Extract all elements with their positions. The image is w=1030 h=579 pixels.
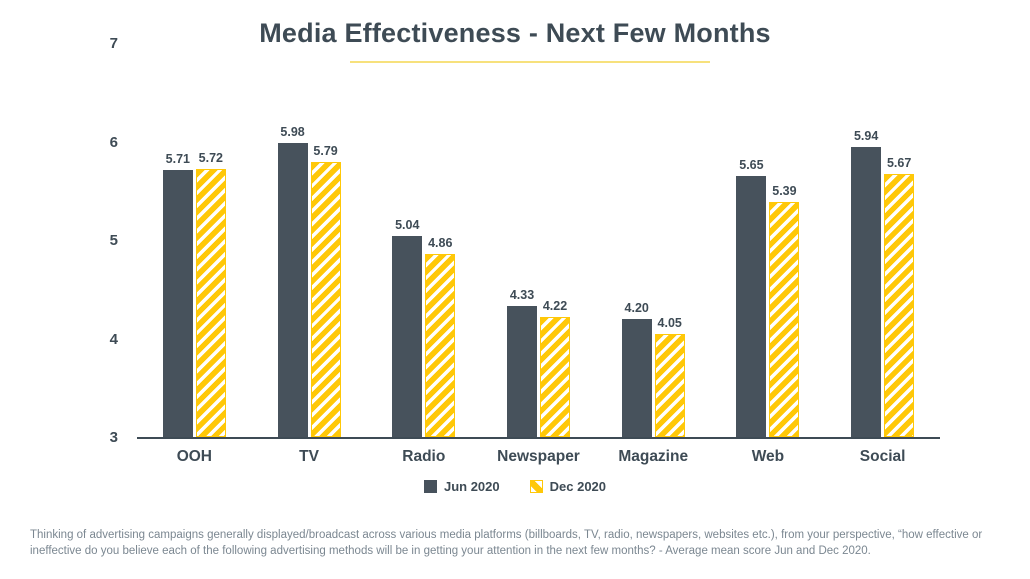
bar-jun-2020-social <box>851 147 882 437</box>
bar-dec-2020-newspaper <box>540 316 570 437</box>
bar-jun-2020-web <box>736 175 767 437</box>
legend-label-jun-2020: Jun 2020 <box>443 479 500 494</box>
value-label-dec-2020-social: 5.67 <box>886 156 912 170</box>
y-tick-6: 6 <box>109 133 118 151</box>
bar-jun-2020-radio <box>392 236 423 437</box>
category-label-radio: Radio <box>402 448 446 465</box>
category-label-tv: TV <box>299 448 319 465</box>
legend: Jun 2020 Dec 2020 <box>0 479 1030 494</box>
legend-label-dec-2020: Dec 2020 <box>549 479 607 494</box>
value-label-dec-2020-web: 5.39 <box>772 183 797 198</box>
value-label-jun-2020-magazine: 4.20 <box>624 300 649 315</box>
value-label-jun-2020-tv: 5.98 <box>280 125 305 140</box>
value-label-dec-2020-newspaper: 4.22 <box>542 298 568 313</box>
legend-swatch-jun-2020 <box>423 480 437 493</box>
y-tick-3: 3 <box>109 429 118 446</box>
value-label-jun-2020-social: 5.94 <box>853 129 879 144</box>
y-tick-7: 7 <box>109 35 118 52</box>
value-label-dec-2020-magazine: 4.05 <box>657 315 682 330</box>
bar-dec-2020-social <box>884 174 915 437</box>
bar-dec-2020-magazine <box>654 333 685 437</box>
value-label-dec-2020-radio: 4.86 <box>428 235 453 250</box>
title-underline-decoration <box>350 61 710 63</box>
value-label-jun-2020-newspaper: 4.33 <box>509 287 535 302</box>
bar-jun-2020-newspaper <box>507 305 537 437</box>
bar-jun-2020-ooh <box>162 170 193 437</box>
value-label-jun-2020-radio: 5.04 <box>395 218 420 233</box>
bar-dec-2020-ooh <box>195 169 226 437</box>
legend-swatch-dec-2020 <box>529 480 543 493</box>
y-tick-5: 5 <box>109 232 118 249</box>
category-label-newspaper: Newspaper <box>497 448 580 465</box>
legend-item-dec-2020: Dec 2020 <box>529 479 607 494</box>
category-label-social: Social <box>859 448 906 465</box>
legend-item-jun-2020: Jun 2020 <box>423 479 500 494</box>
category-label-magazine: Magazine <box>618 448 689 465</box>
category-label-web: Web <box>751 448 785 465</box>
x-axis-line <box>137 437 940 439</box>
bar-jun-2020-tv <box>277 143 308 437</box>
bar-dec-2020-tv <box>310 162 341 437</box>
bar-dec-2020-radio <box>425 253 456 437</box>
value-label-jun-2020-ooh: 5.71 <box>165 152 191 167</box>
bar-jun-2020-magazine <box>621 318 652 437</box>
source-footnote: Thinking of advertising campaigns genera… <box>30 529 983 557</box>
chart-title: Media Effectiveness - Next Few Months <box>259 18 771 48</box>
bar-dec-2020-web <box>769 201 800 437</box>
value-label-jun-2020-web: 5.65 <box>739 157 764 172</box>
y-tick-4: 4 <box>109 330 118 348</box>
category-label-ooh: OOH <box>176 448 212 465</box>
value-label-dec-2020-tv: 5.79 <box>313 144 338 159</box>
value-label-dec-2020-ooh: 5.72 <box>198 151 224 166</box>
